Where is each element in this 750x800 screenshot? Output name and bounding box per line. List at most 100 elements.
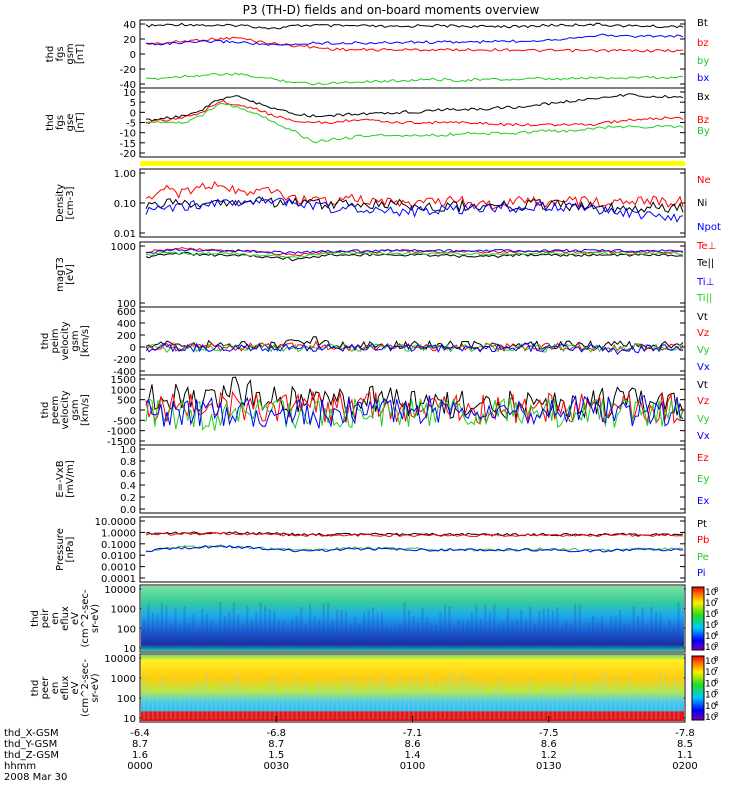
spectrogram-texture: [605, 627, 608, 649]
spectrogram-texture: [479, 618, 482, 649]
y-tick-label: -20: [120, 65, 136, 76]
spectrogram-texture: [304, 626, 307, 649]
y-tick-label: 200: [117, 331, 136, 342]
spectrogram-texture: [282, 691, 285, 719]
spectrogram-texture: [277, 696, 280, 719]
spectrogram-texture: [466, 620, 469, 649]
y-axis-label: Density: [55, 184, 66, 222]
colorbar-base: 10: [705, 668, 717, 678]
footer-x-value: -7.5: [539, 728, 559, 739]
y-axis-label: [mV/m]: [65, 460, 76, 498]
footer-y-value: 8.7: [132, 739, 148, 750]
spectrogram-texture: [336, 696, 339, 719]
spectrogram-texture: [461, 621, 464, 649]
spectrogram-texture: [241, 689, 244, 719]
legend-Npot: Npot: [697, 222, 721, 233]
spectrogram-texture: [327, 602, 330, 649]
spectrogram-texture: [484, 697, 487, 719]
y-tick-label: 0: [130, 343, 136, 354]
y-tick-label: -1500: [107, 437, 136, 448]
spectrogram-texture: [493, 688, 496, 719]
figure-title: P3 (TH-D) fields and on-board moments ov…: [243, 3, 540, 17]
footer-z-value: 1.5: [268, 750, 284, 761]
colorbar-base: 10: [705, 610, 717, 620]
y-tick-label: 1000: [111, 385, 136, 396]
series-line-Npot: [145, 196, 684, 223]
spectrogram-texture: [160, 677, 163, 719]
spectrogram-texture: [416, 679, 419, 719]
series-line-By: [145, 102, 684, 144]
series-line-Pb: [145, 531, 684, 538]
spectrogram-texture: [264, 605, 267, 649]
spectrogram-texture: [358, 624, 361, 649]
spectrogram-texture: [214, 628, 217, 649]
legend-Vy: Vy: [697, 345, 710, 356]
spectrogram-texture: [578, 692, 581, 719]
y-tick-label: -200: [113, 355, 136, 366]
y-tick-label: 20: [123, 35, 136, 46]
spectrogram-texture: [219, 678, 222, 719]
spectrogram-texture: [565, 685, 568, 719]
series-line-Vt: [145, 376, 684, 421]
series-line-bx: [145, 33, 684, 46]
spectrogram-texture: [354, 674, 357, 719]
spectrogram-texture: [551, 610, 554, 649]
spectrogram-texture: [147, 686, 150, 719]
footer: -6.48.71.60000-6.88.71.50030-7.18.61.401…: [4, 716, 698, 783]
spectrogram-texture: [381, 612, 384, 649]
y-tick-label: 0.6: [120, 469, 136, 480]
spectrogram-texture: [205, 672, 208, 719]
series-line-Vy: [145, 396, 684, 431]
spectrogram-texture: [524, 621, 527, 649]
y-tick-label: -15: [120, 139, 136, 150]
y-tick-label: 100: [117, 299, 136, 310]
legend-Ez: Ez: [697, 453, 709, 464]
spectrogram-texture: [632, 683, 635, 719]
spectrogram-texture: [363, 612, 366, 649]
spectrogram-texture: [632, 606, 635, 649]
footer-z-value: 1.2: [541, 750, 557, 761]
y-axis-label: (cm^2-sec-: [80, 589, 91, 647]
legend-Ti||: Ti||: [696, 293, 712, 304]
spectrogram-texture: [587, 692, 590, 719]
spectrogram-texture: [210, 691, 213, 719]
colorbar-base: 10: [705, 599, 717, 609]
spectrogram-texture: [246, 605, 249, 649]
spectrogram-texture: [430, 624, 433, 649]
y-tick-label: 10: [123, 644, 136, 655]
y-axis-label: Pressure: [55, 528, 66, 571]
y-axis-label: sr-eV): [90, 673, 101, 702]
spectrogram-texture: [286, 684, 289, 719]
series-line-Te||: [145, 251, 684, 262]
spectrogram-texture: [327, 685, 330, 719]
spectrogram-texture: [372, 607, 375, 649]
y-tick-label: 500: [117, 396, 136, 407]
spectrogram-texture: [439, 612, 442, 649]
spectrogram-texture: [390, 688, 393, 719]
spectrogram-texture: [192, 614, 195, 649]
y-axis-label: gse: [65, 114, 76, 132]
colorbar-exponent: 6: [714, 608, 719, 616]
footer-y-value: 8.6: [405, 739, 421, 750]
spectrogram-texture: [601, 616, 604, 649]
spectrogram-texture: [650, 693, 653, 719]
colorbar: [691, 655, 705, 721]
spectrogram-texture: [641, 687, 644, 719]
legend-Te⊥: Te⊥: [696, 241, 716, 252]
panel-frame: [139, 306, 686, 376]
spectrogram-texture: [470, 612, 473, 649]
spectrogram-texture: [385, 676, 388, 719]
y-tick-label: 10000: [104, 585, 136, 596]
colorbar-base: 10: [705, 621, 717, 631]
spectrogram-texture: [452, 626, 455, 649]
spectrogram-texture: [533, 624, 536, 649]
spectrogram-texture: [201, 608, 204, 649]
y-tick-label: 1.0000: [101, 528, 136, 539]
legend-Vx: Vx: [697, 362, 710, 373]
spectrogram-texture: [470, 680, 473, 719]
legend-Pe: Pe: [697, 552, 709, 563]
spectrogram-texture: [583, 681, 586, 719]
